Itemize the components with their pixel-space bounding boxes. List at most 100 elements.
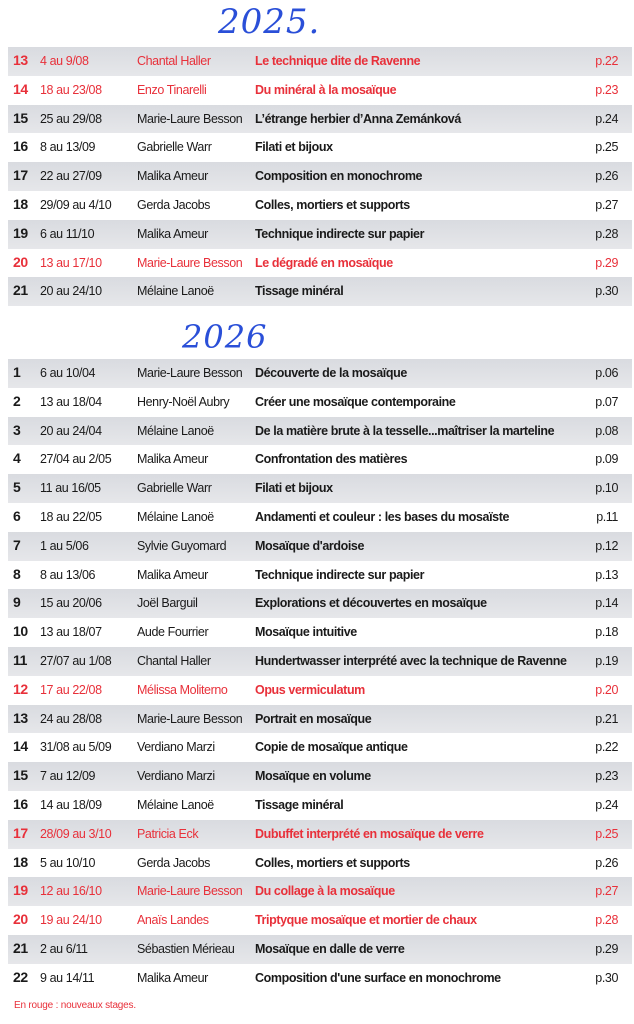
- course-name: Patricia Eck: [137, 826, 199, 841]
- course-num: 17: [13, 824, 28, 841]
- course-date: 27/04 au 2/05: [40, 452, 112, 467]
- table-row: 16 8 au 13/09 Gabrielle Warr Filati et bijo…: [8, 133, 632, 162]
- course-title: Copie de mosaïque antique: [255, 740, 408, 755]
- course-name: Marie-Laure Besson: [137, 711, 243, 726]
- table-row: 19 12 au 16/10 Marie-Laure Besson Du collag…: [8, 877, 632, 907]
- course-num: 5: [13, 479, 21, 496]
- course-page: p.26: [595, 855, 618, 870]
- course-page: p.09: [595, 452, 618, 467]
- course-title: Créer une mosaïque contemporaine: [255, 394, 456, 409]
- course-date: 20 au 24/04: [40, 423, 102, 438]
- course-title: Colles, mortiers et supports: [255, 197, 410, 212]
- course-title: Du minéral à la mosaïque: [255, 82, 397, 97]
- course-page: p.11: [596, 509, 618, 524]
- table-row: 5 11 au 16/05 Gabrielle Warr Filati et bijo…: [8, 474, 632, 503]
- table-row: 13 4 au 9/08 Chantal Haller Le technique di…: [8, 47, 632, 76]
- course-num: 2: [13, 392, 21, 409]
- course-title: Mosaïque intuitive: [255, 625, 357, 640]
- course-num: 19: [13, 882, 28, 899]
- table-row: 2 13 au 18/04 Henry-Noël Aubry Créer une mo…: [8, 388, 632, 417]
- course-title: L’étrange herbier d’Anna Zemánková: [255, 111, 461, 126]
- course-date: 25 au 29/08: [40, 111, 102, 126]
- course-page: p.28: [595, 913, 618, 928]
- course-page: p.18: [595, 625, 618, 640]
- course-date: 22 au 27/09: [40, 169, 102, 184]
- table-row: 18 29/09 au 4/10 Gerda Jacobs Colles, morti…: [8, 191, 632, 220]
- course-num: 15: [13, 109, 28, 126]
- course-name: Enzo Tinarelli: [137, 82, 207, 97]
- course-date: 8 au 13/09: [40, 140, 96, 155]
- course-num: 1: [13, 364, 21, 380]
- course-date: 18 au 22/05: [40, 509, 102, 524]
- course-title: Découverte de la mosaïque: [255, 366, 407, 380]
- course-title: Confrontation des matières: [255, 452, 408, 467]
- course-num: 20: [13, 253, 28, 270]
- table-row: 17 28/09 au 3/10 Patricia Eck Dubuffet inte…: [8, 819, 632, 849]
- course-name: Malika Ameur: [137, 169, 208, 184]
- course-date: 8 au 13/06: [40, 567, 96, 582]
- course-title: Le dégradé en mosaïque: [255, 255, 393, 270]
- course-date: 5 au 10/10: [40, 855, 96, 870]
- course-name: Mélaine Lanoë: [137, 284, 214, 299]
- course-date: 13 au 18/07: [40, 625, 102, 640]
- table-row: 17 22 au 27/09 Malika Ameur Composition en …: [8, 162, 632, 191]
- course-date: 12 au 16/10: [40, 884, 102, 899]
- course-num: 13: [13, 709, 28, 726]
- course-num: 19: [13, 224, 28, 241]
- course-date: 9 au 14/11: [40, 970, 95, 985]
- course-date: 11 au 16/05: [40, 481, 101, 496]
- course-name: Mélissa Moliterno: [137, 682, 228, 697]
- course-num: 15: [13, 767, 28, 784]
- course-name: Marie-Laure Besson: [137, 366, 243, 380]
- table-row: 22 9 au 14/11 Malika Ameur Composition d'un…: [8, 964, 632, 993]
- course-page: p.13: [595, 567, 618, 582]
- course-date: 31/08 au 5/09: [40, 740, 112, 755]
- table-row: 14 31/08 au 5/09 Verdiano Marzi Copie de mo…: [8, 733, 632, 762]
- course-date: 1 au 5/06: [40, 538, 89, 553]
- course-date: 6 au 10/04: [40, 366, 96, 380]
- course-name: Anaïs Landes: [137, 913, 209, 928]
- handwritten-year-2025: 2025.: [218, 2, 321, 42]
- course-date: 7 au 12/09: [40, 769, 96, 784]
- table-row: 3 20 au 24/04 Mélaine Lanoë De la matière b…: [8, 416, 632, 446]
- course-name: Chantal Haller: [137, 653, 211, 668]
- course-num: 14: [13, 80, 28, 97]
- course-page: p.14: [595, 596, 618, 611]
- course-page: p.20: [595, 682, 618, 697]
- table-row: 1 6 au 10/04 Marie-Laure Besson Découverte …: [8, 359, 632, 388]
- table-row: 20 19 au 24/10 Anaïs Landes Triptyque mosaï…: [8, 906, 632, 935]
- course-title: Triptyque mosaïque et mortier de chaux: [255, 913, 477, 928]
- course-name: Malika Ameur: [137, 567, 208, 582]
- table-row: 8 8 au 13/06 Malika Ameur Technique indirec…: [8, 561, 632, 590]
- table-row: 7 1 au 5/06 Sylvie Guyomard Mosaïque d'ardo…: [8, 531, 632, 561]
- course-title: Composition en monochrome: [255, 169, 423, 184]
- course-date: 6 au 11/10: [40, 226, 95, 241]
- course-num: 3: [13, 421, 21, 438]
- course-name: Mélaine Lanoë: [137, 509, 214, 524]
- course-title: Explorations et découvertes en mosaïque: [255, 596, 487, 611]
- course-num: 8: [13, 565, 21, 582]
- course-name: Gabrielle Warr: [137, 481, 212, 496]
- course-title: Tissage minéral: [255, 797, 344, 812]
- course-page: p.19: [595, 653, 618, 668]
- course-num: 16: [13, 138, 28, 155]
- course-name: Chantal Haller: [137, 54, 211, 68]
- course-name: Gerda Jacobs: [137, 855, 211, 870]
- course-date: 28/09 au 3/10: [40, 826, 112, 841]
- course-page: p.23: [595, 82, 618, 97]
- course-title: Mosaïque d'ardoise: [255, 538, 364, 553]
- course-page: p.22: [595, 740, 618, 755]
- schedule-table-2025: 13 4 au 9/08 Chantal Haller Le technique di…: [8, 47, 632, 307]
- course-num: 22: [13, 968, 28, 985]
- course-title: Dubuffet interprété en mosaïque de verre: [255, 826, 484, 841]
- table-row: 18 5 au 10/10 Gerda Jacobs Colles, mortiers…: [8, 849, 632, 878]
- course-page: p.06: [595, 366, 618, 380]
- course-page: p.27: [595, 884, 618, 899]
- course-num: 18: [13, 853, 28, 870]
- course-title: Portrait en mosaïque: [255, 711, 372, 726]
- table-row: 10 13 au 18/07 Aude Fourrier Mosaïque intui…: [8, 618, 632, 647]
- course-name: Sébastien Mérieau: [137, 941, 235, 956]
- course-name: Mélaine Lanoë: [137, 797, 214, 812]
- table-row: 6 18 au 22/05 Mélaine Lanoë Andamenti et co…: [8, 503, 632, 532]
- course-name: Malika Ameur: [137, 970, 208, 985]
